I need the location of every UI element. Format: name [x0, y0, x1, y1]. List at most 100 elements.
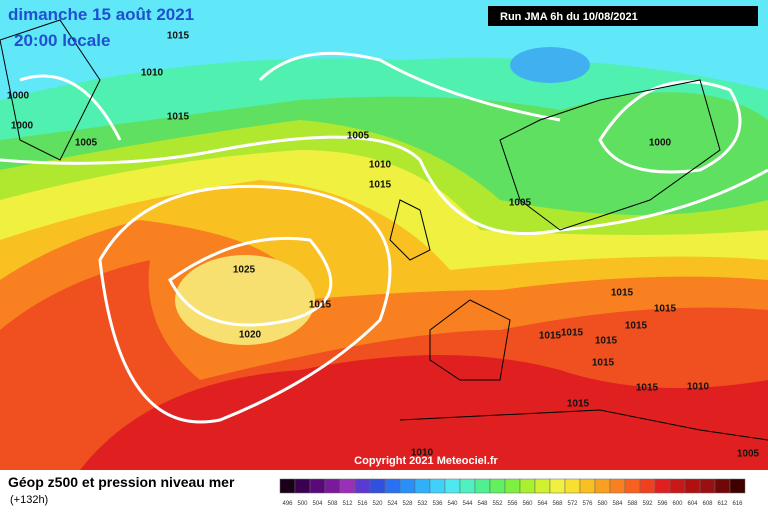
scale-label: 564	[537, 501, 548, 507]
isobar-label: 1015	[654, 304, 677, 315]
scale-label: 524	[387, 501, 398, 507]
band	[80, 355, 768, 470]
isobar-label: 1015	[595, 336, 618, 347]
scale-label: 520	[372, 501, 383, 507]
scale-swatch	[684, 478, 701, 494]
scale-label: 536	[432, 501, 443, 507]
isobar-label: 1005	[737, 449, 760, 460]
isobar-label: 1005	[347, 131, 370, 142]
scale-label: 568	[552, 501, 563, 507]
isobar-label: 1015	[611, 288, 634, 299]
scale-swatch	[324, 478, 341, 494]
scale-swatch	[699, 478, 716, 494]
scale-swatch	[549, 478, 566, 494]
scale-swatch	[609, 478, 626, 494]
scale-label: 532	[417, 501, 428, 507]
scale-swatch	[594, 478, 611, 494]
isobar-label: 1020	[239, 330, 262, 341]
scale-label: 496	[282, 501, 293, 507]
scale-swatch	[279, 478, 296, 494]
isobar-label: 1000	[11, 121, 34, 132]
isobar-label: 1010	[687, 382, 710, 393]
isobar-label: 1015	[167, 112, 190, 123]
scale-swatch	[414, 478, 431, 494]
scale-swatch	[354, 478, 371, 494]
scale-label: 560	[522, 501, 533, 507]
scale-swatch	[294, 478, 311, 494]
scale-swatch	[444, 478, 461, 494]
isobar-label: 1015	[309, 300, 332, 311]
isobar-label: 1015	[539, 331, 562, 342]
isobar-label: 1010	[141, 68, 164, 79]
scale-label: 540	[447, 501, 458, 507]
time: 20:00 locale	[14, 31, 110, 50]
isobar-label: 1015	[567, 399, 590, 410]
footer-lead: (+132h)	[10, 494, 48, 506]
scale-swatch	[624, 478, 641, 494]
isobar-label: 1015	[592, 358, 615, 369]
scale-label: 576	[582, 501, 593, 507]
copyright: Copyright 2021 Meteociel.fr	[354, 455, 498, 467]
scale-swatch	[639, 478, 656, 494]
isobar-label: 1015	[625, 321, 648, 332]
isobar-label: 1000	[7, 91, 30, 102]
scale-label: 504	[312, 501, 323, 507]
scale-label: 572	[567, 501, 578, 507]
footer-title: Géop z500 et pression niveau mer	[8, 474, 235, 490]
isobar-label: 1010	[411, 448, 434, 459]
run: Run JMA 6h du 10/08/2021	[500, 11, 638, 23]
isobar-label: 1000	[649, 138, 672, 149]
isobar-label: 1010	[369, 160, 392, 171]
scale-swatch	[399, 478, 416, 494]
date: dimanche 15 août 2021	[8, 5, 194, 24]
scale-label: 592	[642, 501, 653, 507]
scale-label: 588	[627, 501, 638, 507]
low-center	[510, 47, 590, 83]
scale-swatch	[309, 478, 326, 494]
scale-label: 612	[717, 501, 728, 507]
scale-label: 608	[702, 501, 713, 507]
scale-label: 552	[492, 501, 503, 507]
scale-swatch	[489, 478, 506, 494]
isobar-label: 1015	[369, 180, 392, 191]
scale-swatch	[339, 478, 356, 494]
scale-swatch	[729, 478, 746, 494]
run-box	[488, 6, 758, 26]
scale-label: 604	[687, 501, 698, 507]
scale-swatch	[429, 478, 446, 494]
scale-label: 600	[672, 501, 683, 507]
isobar-label: 1015	[167, 31, 190, 42]
scale-label: 556	[507, 501, 518, 507]
isobar-label: 1005	[509, 198, 532, 209]
scale-swatch	[669, 478, 686, 494]
scale-label: 580	[597, 501, 608, 507]
scale-swatch	[459, 478, 476, 494]
scale-swatch	[714, 478, 731, 494]
scale-label: 596	[657, 501, 668, 507]
scale-label: 584	[612, 501, 623, 507]
isobar-label: 1005	[75, 138, 98, 149]
scale-swatch	[564, 478, 581, 494]
scale-swatch	[534, 478, 551, 494]
isobar-label: 1015	[636, 383, 659, 394]
scale-swatch	[579, 478, 596, 494]
scale-swatch	[519, 478, 536, 494]
scale-label: 544	[462, 501, 473, 507]
scale-label: 512	[342, 501, 353, 507]
scale-swatch	[474, 478, 491, 494]
scale-label: 528	[402, 501, 413, 507]
isobars	[0, 51, 768, 424]
coastlines	[0, 19, 768, 441]
scale-label: 500	[297, 501, 308, 507]
isobar-label: 1015	[561, 328, 584, 339]
scale-label: 508	[327, 501, 338, 507]
isobar-label: 1025	[233, 265, 256, 276]
scale-label: 548	[477, 501, 488, 507]
scale-label: 616	[732, 501, 743, 507]
scale-swatch	[504, 478, 521, 494]
scale-swatch	[384, 478, 401, 494]
scale-label: 516	[357, 501, 368, 507]
scale-swatch	[654, 478, 671, 494]
scale-swatch	[369, 478, 386, 494]
